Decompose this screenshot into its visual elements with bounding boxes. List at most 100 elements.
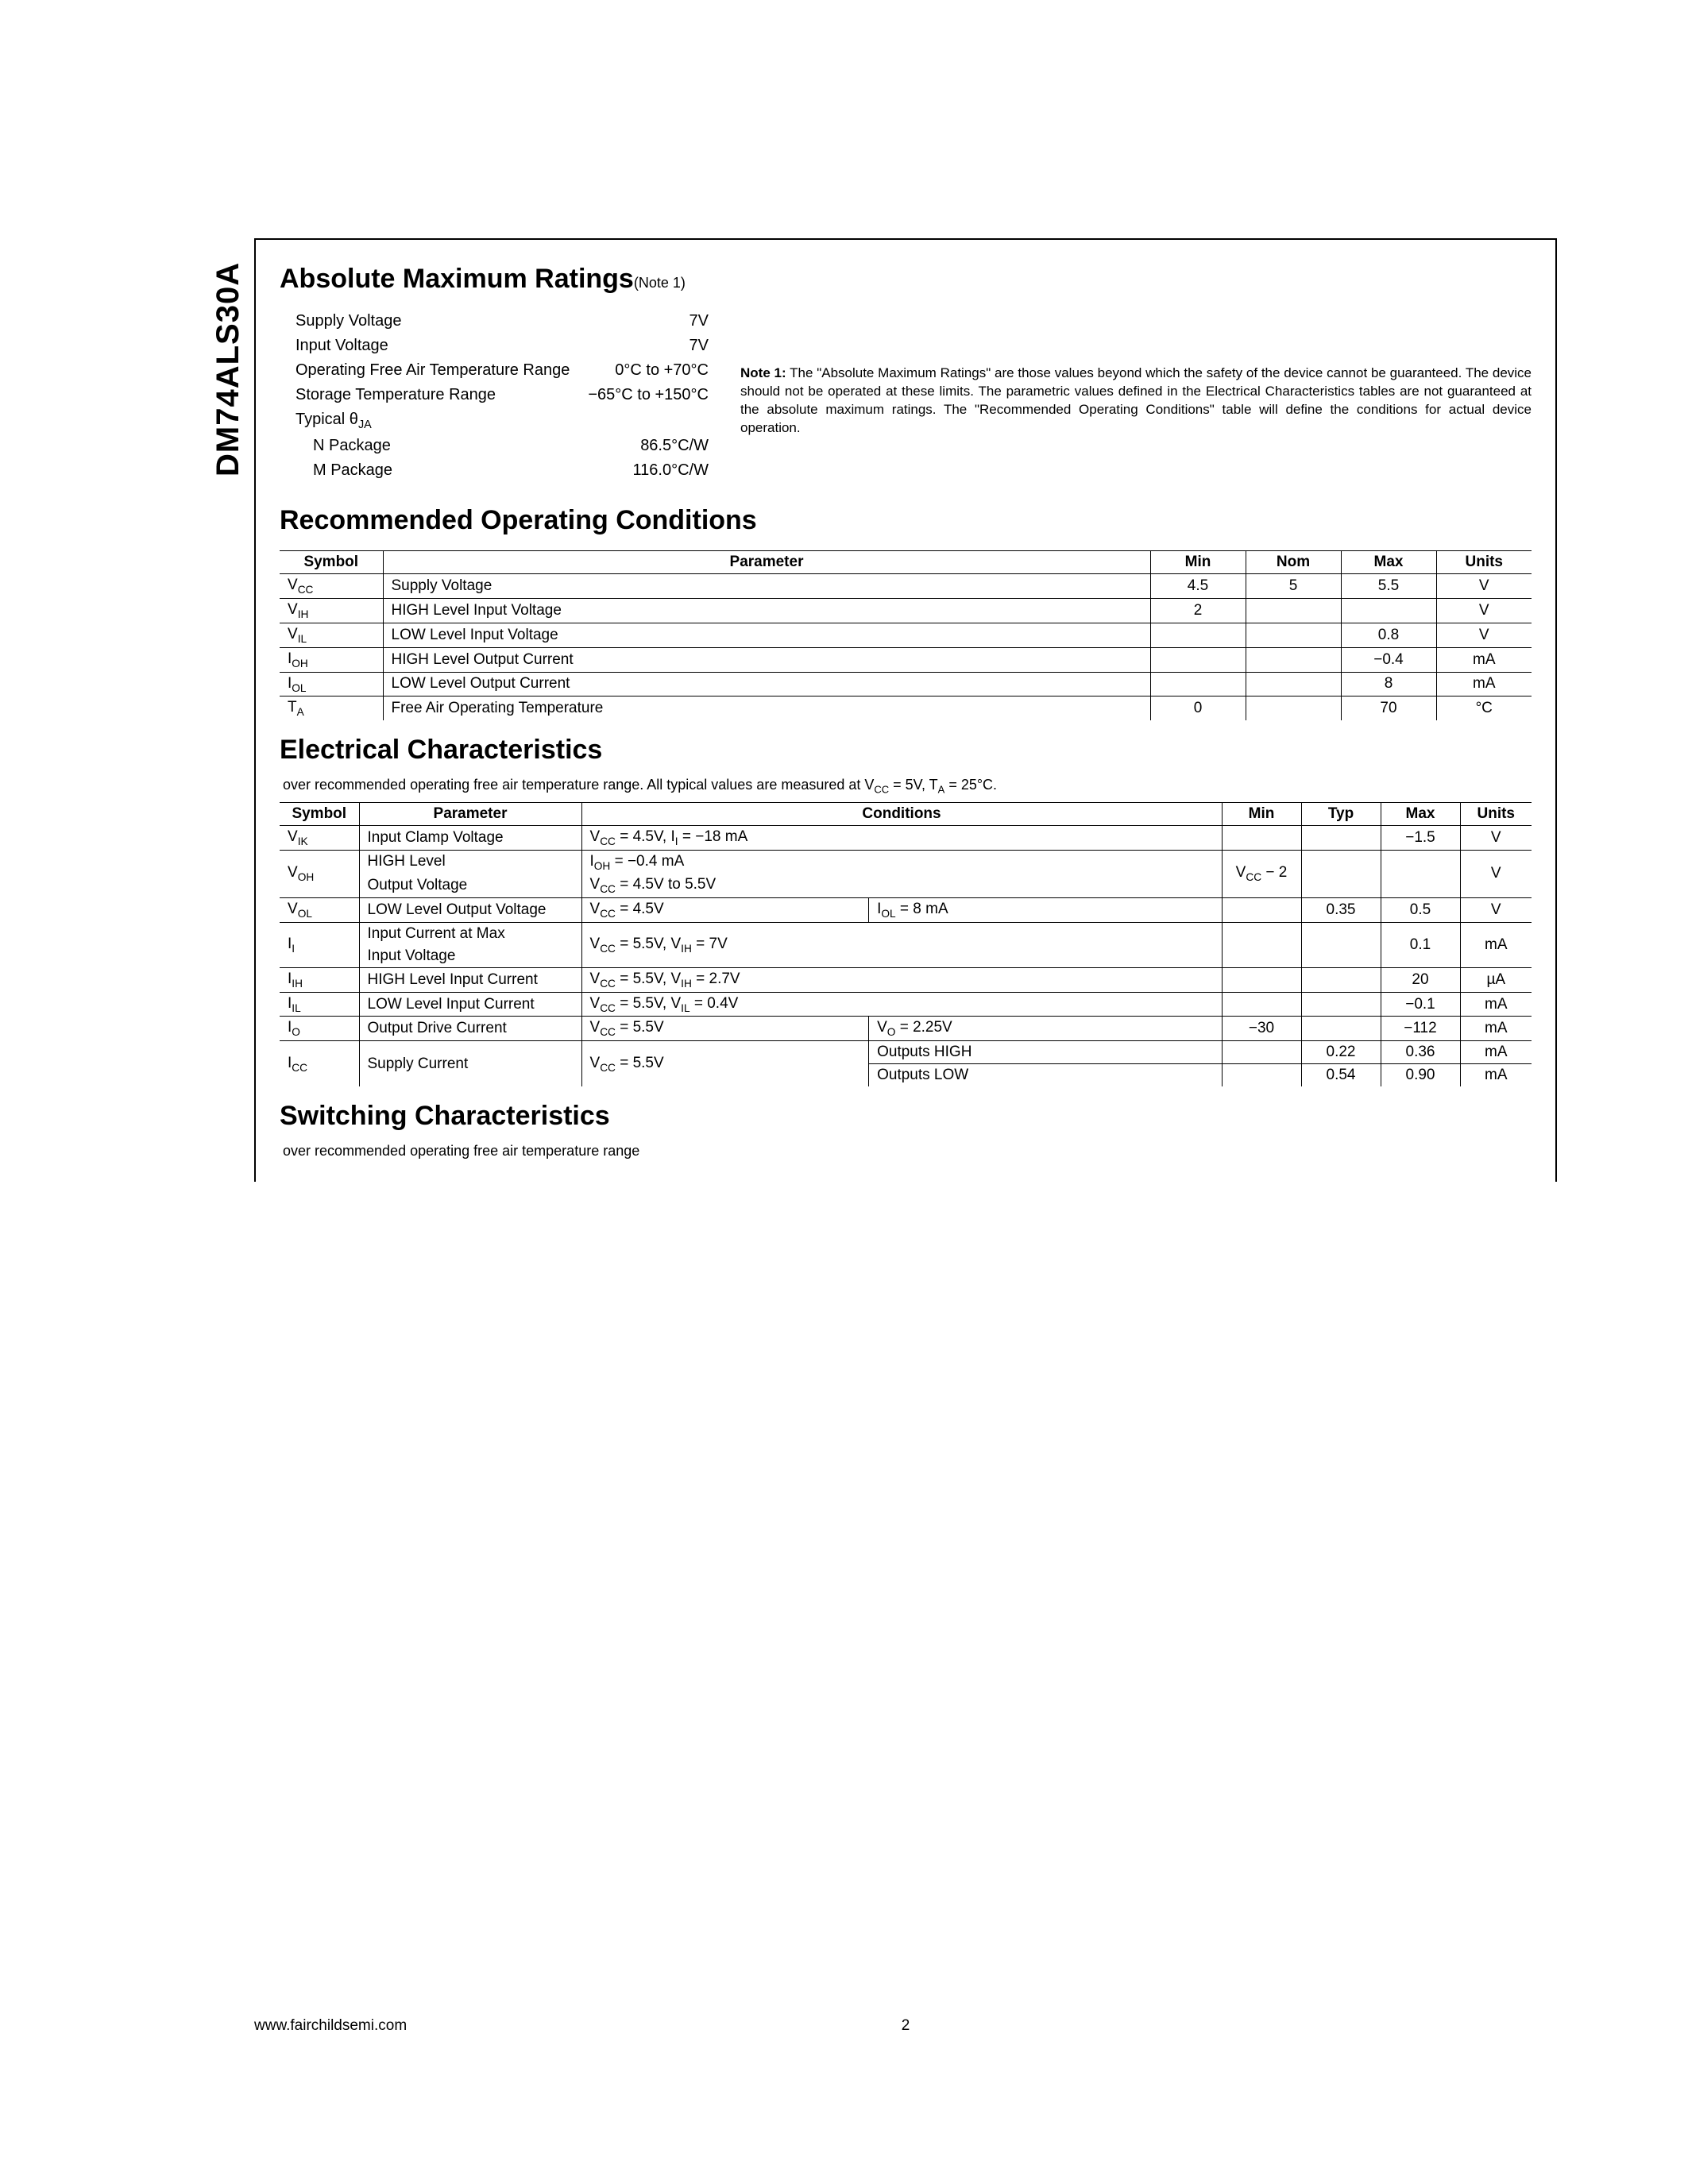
abs-row-label: Operating Free Air Temperature Range — [295, 358, 615, 383]
ec-header: Symbol — [280, 802, 359, 825]
ec-cell — [1222, 898, 1301, 923]
ec-cell: 0.5 — [1381, 898, 1460, 923]
ec-cell — [1381, 850, 1460, 898]
ec-cell — [1222, 967, 1301, 992]
abs-row-value: −65°C to +150°C — [588, 383, 709, 407]
roc-cell: HIGH Level Input Voltage — [383, 599, 1150, 623]
abs-row-value: 86.5°C/W — [640, 434, 709, 458]
ec-subtitle: over recommended operating free air temp… — [283, 777, 1532, 796]
roc-cell: V — [1436, 623, 1532, 647]
roc-cell: IOH — [280, 647, 383, 672]
ec-table: SymbolParameterConditionsMinTypMaxUnitsV… — [280, 802, 1532, 1087]
abs-max-list: Supply Voltage7VInput Voltage7VOperating… — [280, 309, 709, 483]
ec-cell: mA — [1460, 1017, 1532, 1041]
roc-cell: °C — [1436, 696, 1532, 720]
ec-cell: VOL — [280, 898, 359, 923]
ec-cell: Input Clamp Voltage — [359, 825, 581, 850]
abs-row-label: M Package — [295, 458, 633, 483]
ec-cell: IIL — [280, 992, 359, 1017]
ec-cell — [1222, 1041, 1301, 1064]
ec-cell: VCC = 4.5V to 5.5V — [581, 874, 1222, 897]
ec-cell: 0.35 — [1301, 898, 1381, 923]
ec-cell: VCC − 2 — [1222, 850, 1301, 898]
roc-table: SymbolParameterMinNomMaxUnitsVCCSupply V… — [280, 550, 1532, 720]
ec-cell: HIGH Level Input Current — [359, 967, 581, 992]
datasheet-page: Absolute Maximum Ratings(Note 1) Supply … — [254, 238, 1557, 1182]
roc-cell: V — [1436, 599, 1532, 623]
ec-cell: ICC — [280, 1041, 359, 1087]
roc-cell: IOL — [280, 672, 383, 696]
ec-cell: mA — [1460, 992, 1532, 1017]
abs-note-body: The "Absolute Maximum Ratings" are those… — [740, 365, 1532, 435]
ec-cell — [1301, 850, 1381, 898]
ec-cell: IO — [280, 1017, 359, 1041]
ec-cell: Output Drive Current — [359, 1017, 581, 1041]
roc-cell — [1246, 623, 1341, 647]
roc-header: Min — [1150, 551, 1246, 574]
ec-cell: V — [1460, 825, 1532, 850]
abs-note-lead: Note 1: — [740, 365, 786, 380]
ec-cell: Supply Current — [359, 1041, 581, 1087]
ec-cell — [1222, 922, 1301, 967]
roc-cell: mA — [1436, 672, 1532, 696]
roc-header: Max — [1341, 551, 1436, 574]
abs-row-label: Typical θJA — [295, 407, 709, 434]
roc-header: Nom — [1246, 551, 1341, 574]
roc-cell: mA — [1436, 647, 1532, 672]
ec-cell: 0.1 — [1381, 922, 1460, 967]
roc-cell — [1246, 647, 1341, 672]
ec-cell — [1222, 1064, 1301, 1087]
ec-cell — [1301, 922, 1381, 967]
abs-note-ref: (Note 1) — [634, 275, 686, 291]
ec-cell — [1222, 992, 1301, 1017]
roc-cell: HIGH Level Output Current — [383, 647, 1150, 672]
ec-cell: Input Voltage — [359, 945, 581, 968]
roc-cell: 5.5 — [1341, 574, 1436, 599]
abs-row-value: 7V — [689, 309, 709, 334]
ec-cell: 0.54 — [1301, 1064, 1381, 1087]
ec-cell: LOW Level Output Voltage — [359, 898, 581, 923]
ec-cell: V — [1460, 898, 1532, 923]
roc-cell: 4.5 — [1150, 574, 1246, 599]
ec-cell: 20 — [1381, 967, 1460, 992]
ec-cell: Input Current at Max — [359, 922, 581, 945]
ec-header: Max — [1381, 802, 1460, 825]
roc-header: Units — [1436, 551, 1532, 574]
ec-cell: IIH — [280, 967, 359, 992]
ec-cell: −30 — [1222, 1017, 1301, 1041]
page-footer: www.fairchildsemi.com 2 — [254, 2017, 1557, 2035]
roc-cell: LOW Level Input Voltage — [383, 623, 1150, 647]
footer-page-number: 2 — [902, 2017, 910, 2035]
ec-cell: V — [1460, 850, 1532, 898]
ec-cell — [1301, 1017, 1381, 1041]
ec-cell: −1.5 — [1381, 825, 1460, 850]
roc-cell: VIH — [280, 599, 383, 623]
abs-row-label: Supply Voltage — [295, 309, 689, 334]
ec-cell: VCC = 5.5V — [581, 1017, 869, 1041]
ec-cell: VCC = 5.5V, VIH = 7V — [581, 922, 1222, 967]
ec-header: Min — [1222, 802, 1301, 825]
ec-header: Conditions — [581, 802, 1222, 825]
ec-cell: VCC = 4.5V — [581, 898, 869, 923]
ec-cell: VIK — [280, 825, 359, 850]
ec-header: Typ — [1301, 802, 1381, 825]
abs-row-label: Storage Temperature Range — [295, 383, 588, 407]
ec-cell: LOW Level Input Current — [359, 992, 581, 1017]
roc-cell — [1150, 672, 1246, 696]
roc-title: Recommended Operating Conditions — [280, 505, 1532, 536]
roc-cell — [1150, 647, 1246, 672]
ec-cell: 0.90 — [1381, 1064, 1460, 1087]
ec-cell: IOH = −0.4 mA — [581, 850, 1222, 874]
ec-cell: IOL = 8 mA — [869, 898, 1222, 923]
roc-cell: TA — [280, 696, 383, 720]
ec-cell: II — [280, 922, 359, 967]
ec-cell — [1301, 992, 1381, 1017]
ec-cell: VCC = 5.5V, VIH = 2.7V — [581, 967, 1222, 992]
abs-max-title: Absolute Maximum Ratings(Note 1) — [280, 264, 1532, 295]
ec-cell: µA — [1460, 967, 1532, 992]
roc-cell: VCC — [280, 574, 383, 599]
roc-header: Symbol — [280, 551, 383, 574]
ec-cell — [1301, 825, 1381, 850]
abs-row-value: 7V — [689, 334, 709, 358]
roc-cell: −0.4 — [1341, 647, 1436, 672]
